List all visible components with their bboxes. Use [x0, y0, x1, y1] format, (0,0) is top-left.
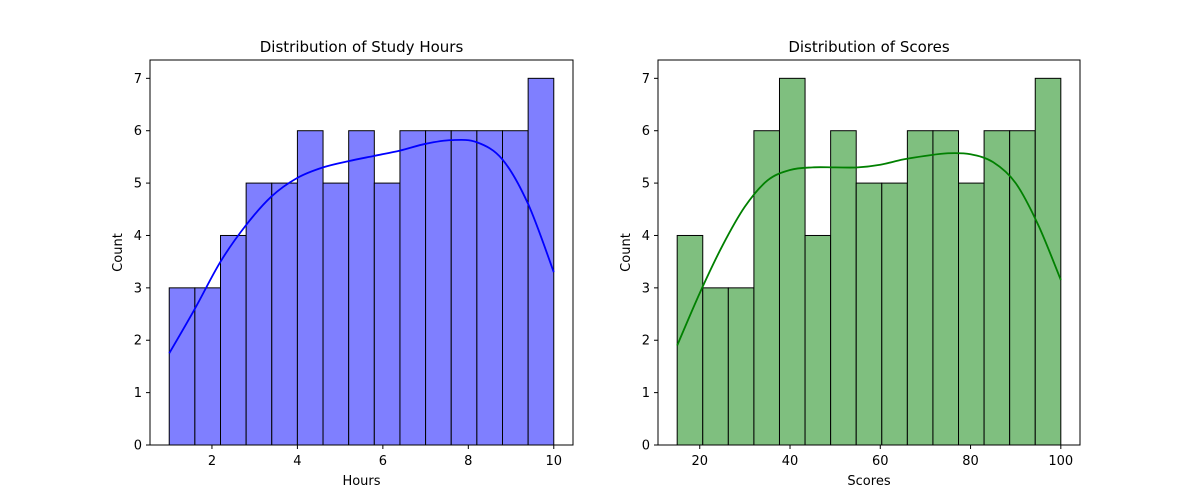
chart-2-bar-11 [932, 130, 960, 446]
chart-1-y-tick-label-1: 0 [134, 439, 142, 454]
chart-2-bar-14 [1009, 130, 1036, 446]
chart-1-bar-11 [425, 130, 452, 446]
chart-1-bar-1 [168, 287, 196, 446]
chart-1-x-tick-label-5: 10 [545, 454, 562, 469]
chart-1-x-axis-label: Hours [342, 474, 380, 489]
chart-1-x-tick-label-2: 4 [293, 454, 301, 469]
chart-2-x-tick-label-1: 20 [691, 454, 708, 469]
chart-2-y-tick-label-7: 6 [642, 124, 650, 139]
chart-2-bar-3 [727, 287, 755, 446]
chart-1-x-tick-label-1: 2 [208, 454, 216, 469]
chart-2-y-tick-label-3: 2 [642, 334, 650, 349]
chart-1-bar-12 [450, 130, 478, 446]
chart-2-bar-13 [983, 130, 1011, 446]
chart-2-bar-5 [778, 77, 806, 446]
chart-1-bar-6 [296, 130, 324, 446]
chart-2-y-tick-label-4: 3 [642, 281, 650, 296]
chart-2-bar-10 [906, 130, 934, 446]
chart-2-bar-15 [1034, 77, 1062, 446]
chart-1-kde-line [168, 138, 555, 354]
chart-1-bar-8 [348, 130, 375, 446]
chart-2-title: Distribution of Scores [788, 38, 950, 56]
chart-2-bar-8 [855, 182, 883, 446]
chart-1-y-axis-label: Count [111, 233, 126, 272]
chart-1-y-tick-label-2: 1 [134, 386, 142, 401]
chart-2-x-axis-label: Scores [847, 474, 890, 489]
chart-2-y-tick-label-1: 0 [642, 439, 650, 454]
chart-1-axes-frame [149, 59, 574, 446]
chart-1-bar-9 [373, 182, 401, 446]
chart-1-y-tick-label-4: 3 [134, 281, 142, 296]
chart-1-bar-5 [271, 182, 298, 446]
chart-2-bar-9 [881, 182, 908, 446]
chart-1-bar-13 [476, 130, 504, 446]
chart-1-bar-2 [194, 287, 221, 446]
chart-2-axes-frame [657, 59, 1081, 446]
chart-2-x-tick-label-3: 60 [872, 454, 889, 469]
chart-2-bar-6 [804, 234, 832, 446]
chart-1-y-tick-label-7: 6 [134, 124, 142, 139]
chart-2-y-tick-label-6: 5 [642, 177, 650, 192]
chart-1-bar-7 [322, 182, 350, 446]
chart-2-bar-4 [753, 130, 780, 446]
chart-1-bar-4 [245, 182, 273, 446]
chart-2-y-tick-label-2: 1 [642, 386, 650, 401]
chart-1-bar-14 [502, 130, 529, 446]
chart-2-bar-12 [958, 182, 985, 446]
chart-1-y-tick-label-3: 2 [134, 334, 142, 349]
chart-1-x-tick-label-4: 8 [464, 454, 472, 469]
chart-2-x-tick-label-5: 100 [1048, 454, 1073, 469]
chart-1-bar-10 [399, 130, 427, 446]
chart-2-y-axis-label: Count [619, 233, 634, 272]
chart-1-y-tick-label-8: 7 [134, 72, 142, 87]
chart-2-bar-1 [676, 234, 704, 446]
chart-1-y-tick-label-5: 4 [134, 229, 142, 244]
chart-1-y-tick-label-6: 5 [134, 177, 142, 192]
chart-2-x-tick-label-2: 40 [782, 454, 799, 469]
chart-2-bar-7 [830, 130, 857, 446]
chart-2-bar-2 [702, 287, 729, 446]
chart-2-y-tick-label-8: 7 [642, 72, 650, 87]
chart-1-x-tick-label-3: 6 [379, 454, 387, 469]
chart-1-title: Distribution of Study Hours [260, 38, 464, 56]
chart-2-kde-line [676, 152, 1062, 346]
chart-2-y-tick-label-5: 4 [642, 229, 650, 244]
chart-1-bar-3 [220, 234, 247, 446]
chart-2-x-tick-label-4: 80 [962, 454, 979, 469]
